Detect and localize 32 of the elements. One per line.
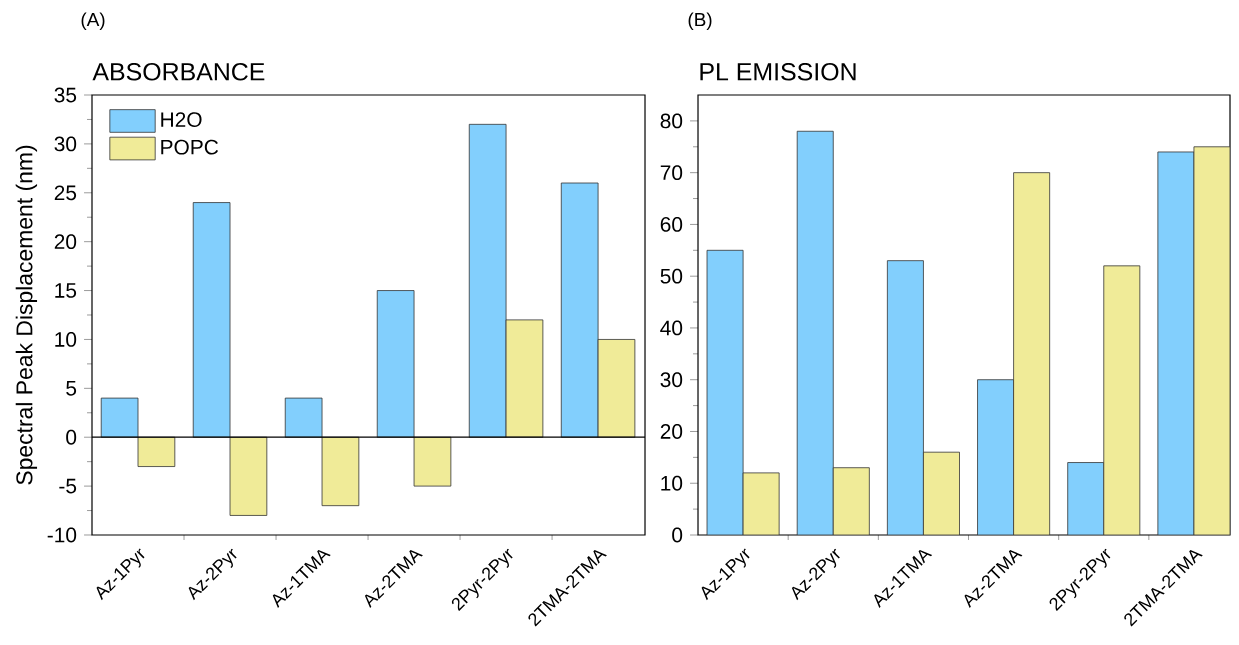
y-tick-label: 10 (55, 332, 77, 347)
y-tick-label: 0 (672, 527, 683, 543)
text: (A) (81, 12, 105, 31)
y-tick-label: 30 (660, 372, 683, 388)
y-tick-label: 5 (66, 381, 77, 396)
y-tick-label: 25 (54, 185, 77, 201)
y-tick-label: 60 (660, 217, 683, 232)
bar (886, 260, 924, 535)
y-tick-label: 40 (660, 320, 683, 336)
bar (977, 379, 1014, 535)
y-tick-label: -10 (47, 527, 77, 543)
text: (B) (688, 12, 712, 31)
y-tick-label: 10 (661, 475, 683, 491)
y-tick-label: 70 (660, 165, 683, 181)
bar (796, 130, 834, 535)
y-tick-label: 80 (660, 113, 683, 129)
y-tick-label: 20 (660, 424, 683, 439)
legend-label: H2O (161, 112, 202, 127)
y-tick-label: 50 (660, 268, 683, 284)
bar (1157, 151, 1195, 535)
chart-title: PL EMISSION (700, 62, 856, 81)
y-tick-label: 35 (54, 87, 77, 103)
chart-title: ABSORBANCE (92, 62, 265, 81)
y-tick-label: 15 (55, 283, 77, 298)
y-tick-label: 0 (66, 429, 77, 445)
legend-label: POPC (161, 139, 219, 155)
y-axis-title: Spectral Peak Displacement (nm) (15, 145, 38, 485)
y-tick-label: 20 (54, 234, 77, 250)
bar (706, 249, 744, 535)
bar (1067, 462, 1105, 535)
y-tick-label: 30 (54, 136, 77, 152)
y-tick-label: -5 (59, 478, 77, 494)
